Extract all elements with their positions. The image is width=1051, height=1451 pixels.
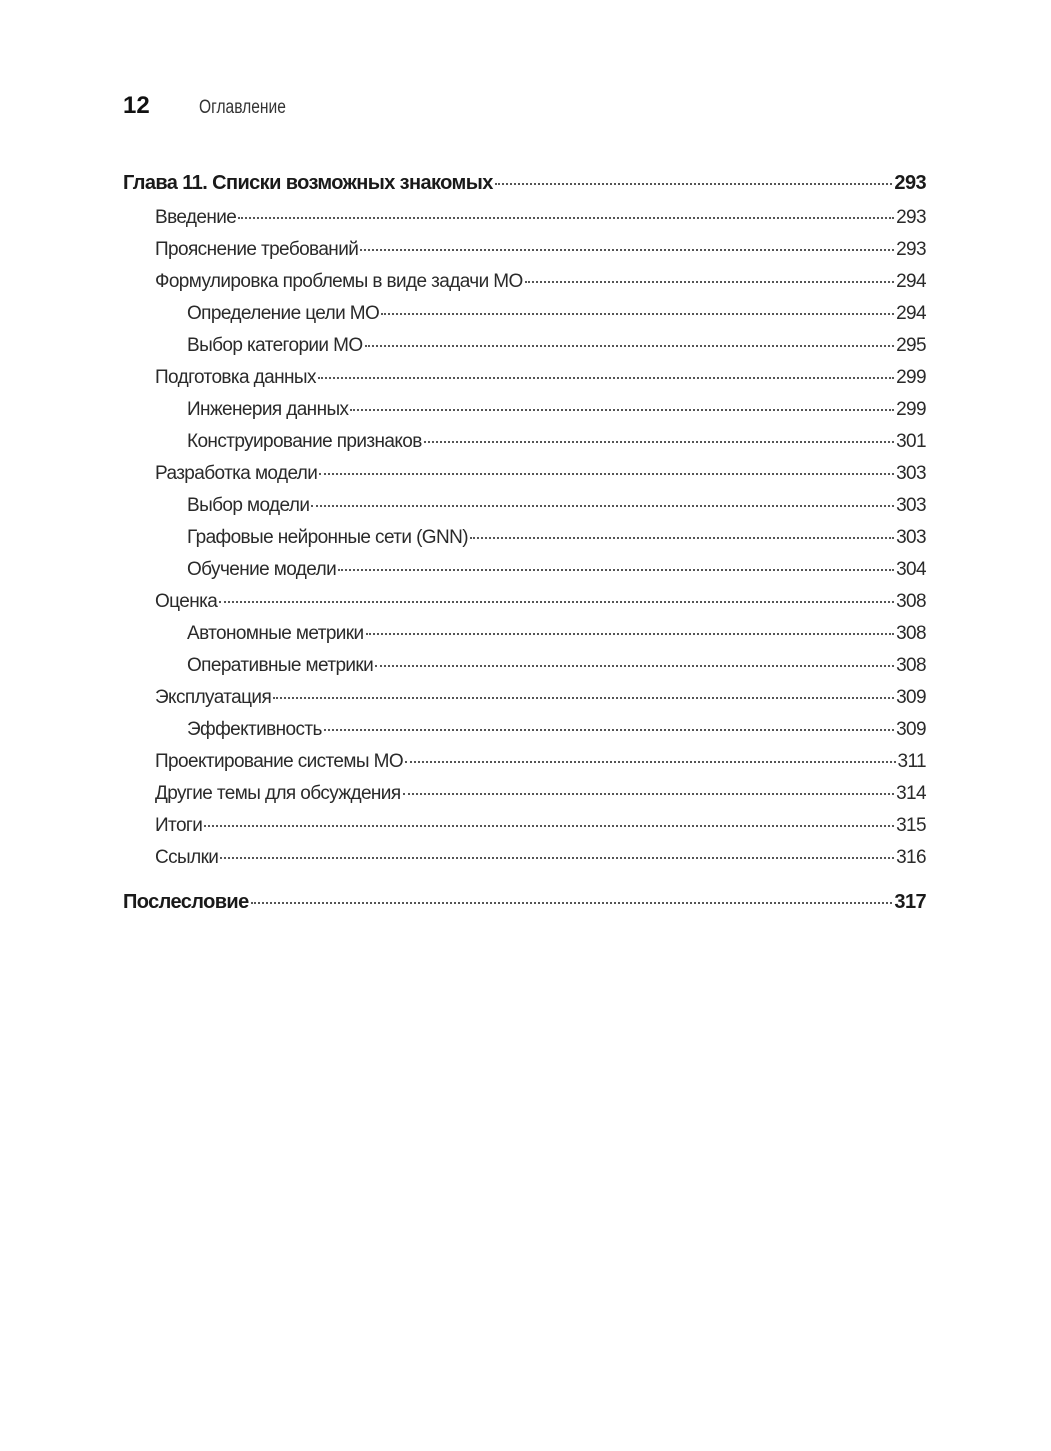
toc-entry: Эффективность 309: [123, 719, 927, 751]
toc-entry-page: 309: [896, 719, 927, 740]
dot-leader: [494, 183, 893, 185]
dot-leader: [204, 825, 895, 827]
toc-entry-page: 293: [896, 207, 927, 228]
toc-entry-title: Определение цели МО: [187, 303, 380, 324]
toc-entry-page: 294: [896, 271, 927, 292]
dot-leader: [402, 793, 895, 795]
toc-entry-page: 303: [896, 463, 927, 484]
toc-entry: Определение цели МО 294: [123, 303, 927, 335]
toc-entry: Оценка 308: [123, 591, 927, 623]
toc-entry: Графовые нейронные сети (GNN) 303: [123, 527, 927, 559]
dot-leader: [350, 409, 895, 411]
toc-chapter-entry: Послесловие 317: [123, 891, 927, 926]
toc-entry-title: Оценка: [155, 591, 218, 612]
dot-leader: [323, 729, 895, 731]
page-number: 12: [123, 92, 150, 119]
dot-leader: [250, 902, 893, 904]
toc-entry-title: Обучение модели: [187, 559, 337, 580]
toc-entry: Выбор категории МО 295: [123, 335, 927, 367]
dot-leader: [423, 441, 895, 443]
toc-entry-page: 314: [896, 783, 927, 804]
dot-leader: [360, 249, 895, 251]
page-header: 12 Оглавление: [123, 92, 305, 120]
dot-leader: [524, 281, 895, 283]
dot-leader: [219, 601, 895, 603]
dot-leader: [375, 665, 895, 667]
toc-entry-title: Проектирование системы МО: [155, 751, 404, 772]
toc-entry-page: 304: [896, 559, 927, 580]
toc-entry: Конструирование признаков 301: [123, 431, 927, 463]
toc-entry: Обучение модели 304: [123, 559, 927, 591]
toc-entry-title: Инженерия данных: [187, 399, 349, 420]
toc-entry: Введение 293: [123, 207, 927, 239]
toc-entry: Эксплуатация 309: [123, 687, 927, 719]
toc-entry-page: 303: [896, 495, 927, 516]
toc-entry-page: 293: [894, 172, 926, 194]
dot-leader: [319, 473, 895, 475]
toc-entry-page: 308: [896, 623, 927, 644]
toc-entry: Подготовка данных 299: [123, 367, 927, 399]
toc-entry-title: Подготовка данных: [155, 367, 316, 388]
toc-entry: Инженерия данных 299: [123, 399, 927, 431]
toc-entry: Оперативные метрики 308: [123, 655, 927, 687]
toc-entry-page: 308: [896, 655, 927, 676]
toc-entry-title: Выбор категории МО: [187, 335, 363, 356]
toc-entry-title: Эксплуатация: [155, 687, 272, 708]
toc-entry-page: 311: [897, 751, 927, 772]
toc-entry-page: 301: [896, 431, 927, 452]
toc-entry-title: Графовые нейронные сети (GNN): [187, 527, 469, 548]
toc-entry-title: Конструирование признаков: [187, 431, 422, 452]
dot-leader: [311, 505, 895, 507]
dot-leader: [405, 761, 896, 763]
toc-entry-page: 308: [896, 591, 927, 612]
toc-entry-title: Разработка модели: [155, 463, 318, 484]
toc-entry-title: Итоги: [155, 815, 203, 836]
toc-entry-title: Выбор модели: [187, 495, 310, 516]
toc-entry: Другие темы для обсуждения 314: [123, 783, 927, 815]
running-title: Оглавление: [199, 97, 286, 118]
toc-entry-title: Прояснение требований: [155, 239, 359, 260]
toc-entry-title: Послесловие: [123, 891, 249, 913]
toc-entry-page: 303: [896, 527, 927, 548]
toc-entry-page: 299: [896, 367, 927, 388]
toc-entry-title: Оперативные метрики: [187, 655, 374, 676]
table-of-contents: Глава 11. Списки возможных знакомых 293 Вв…: [123, 172, 927, 926]
toc-entry: Ссылки 316: [123, 847, 927, 879]
toc-entry-page: 317: [894, 891, 926, 913]
toc-entry-title: Формулировка проблемы в виде задачи МО: [155, 271, 523, 292]
toc-entry-title: Ссылки: [155, 847, 219, 868]
toc-entry: Формулировка проблемы в виде задачи МО 29…: [123, 271, 927, 303]
dot-leader: [381, 313, 895, 315]
toc-entry-title: Автономные метрики: [187, 623, 364, 644]
toc-entry-title: Другие темы для обсуждения: [155, 783, 401, 804]
toc-entry: Проектирование системы МО 311: [123, 751, 927, 783]
toc-entry: Прояснение требований 293: [123, 239, 927, 271]
toc-entry-page: 295: [896, 335, 927, 356]
toc-entry-page: 309: [896, 687, 927, 708]
toc-entry-page: 293: [896, 239, 927, 260]
toc-entry-title: Эффективность: [187, 719, 322, 740]
toc-entry-title: Введение: [155, 207, 237, 228]
toc-entry-page: 299: [896, 399, 927, 420]
dot-leader: [364, 345, 895, 347]
dot-leader: [273, 697, 895, 699]
toc-chapter-entry: Глава 11. Списки возможных знакомых 293: [123, 172, 927, 207]
dot-leader: [365, 633, 895, 635]
toc-entry-page: 315: [896, 815, 927, 836]
dot-leader: [317, 377, 895, 379]
dot-leader: [238, 217, 895, 219]
toc-entry-page: 294: [896, 303, 927, 324]
toc-entry: Итоги 315: [123, 815, 927, 847]
toc-entry: Разработка модели 303: [123, 463, 927, 495]
dot-leader: [220, 857, 895, 859]
toc-entry: Выбор модели 303: [123, 495, 927, 527]
dot-leader: [469, 537, 895, 539]
dot-leader: [338, 569, 895, 571]
toc-entry-title: Глава 11. Списки возможных знакомых: [123, 172, 493, 194]
toc-entry-page: 316: [896, 847, 927, 868]
toc-entry: Автономные метрики 308: [123, 623, 927, 655]
